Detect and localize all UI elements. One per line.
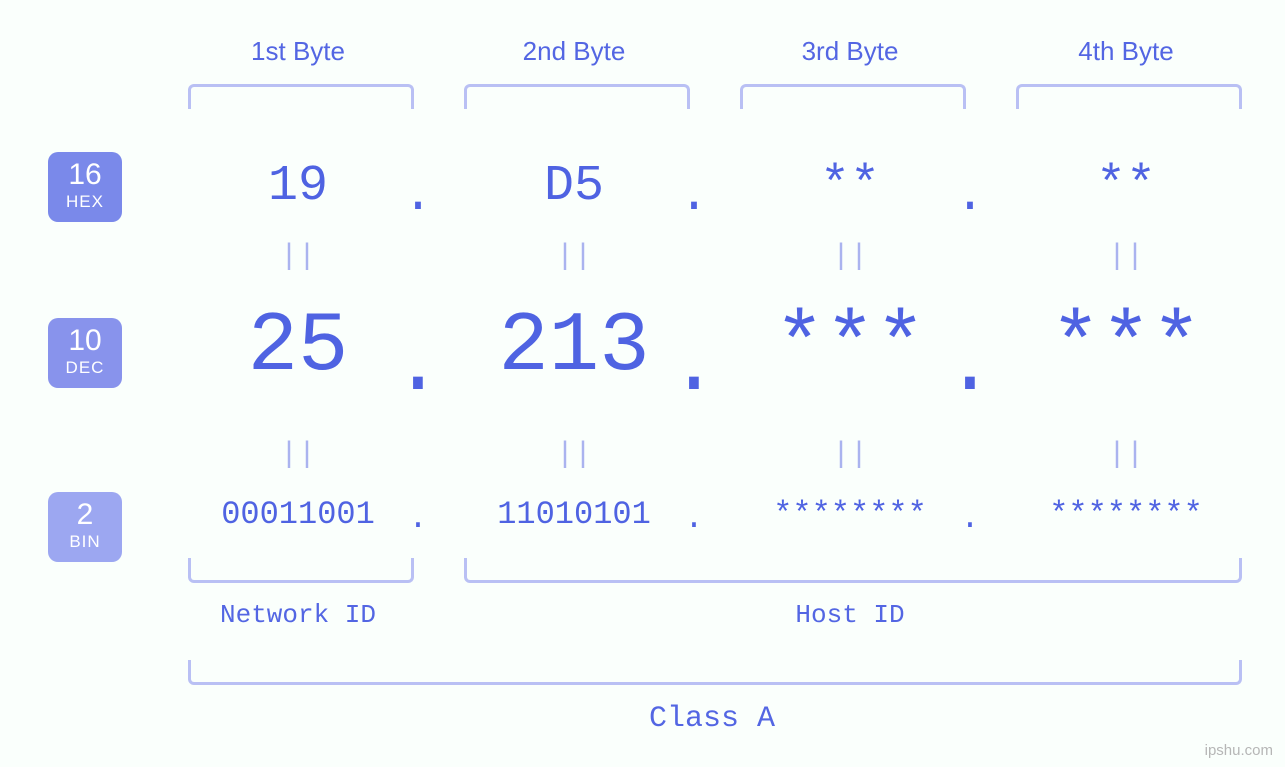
hex-byte-2: D5 (456, 158, 692, 215)
label-class: Class A (180, 702, 1244, 736)
bin-byte-2: 11010101 (456, 496, 692, 533)
dec-byte-1: 25 (180, 300, 416, 395)
bracket-host-id (464, 558, 1242, 583)
eq-dec-bin-4: || (1008, 438, 1244, 472)
bin-dot-3: . (954, 500, 986, 537)
bracket-network-id (188, 558, 414, 583)
bracket-byte-1 (188, 84, 414, 109)
badge-bin-name: BIN (48, 532, 122, 552)
bracket-byte-4 (1016, 84, 1242, 109)
bin-dot-2: . (678, 500, 710, 537)
byte-label-2: 2nd Byte (456, 36, 692, 67)
bracket-byte-2 (464, 84, 690, 109)
badge-hex-name: HEX (48, 192, 122, 212)
dec-byte-3: *** (732, 300, 968, 395)
hex-dot-2: . (674, 168, 714, 225)
badge-dec-name: DEC (48, 358, 122, 378)
dec-dot-2: . (666, 320, 722, 415)
dec-dot-1: . (390, 320, 446, 415)
hex-dot-1: . (398, 168, 438, 225)
bracket-byte-3 (740, 84, 966, 109)
bracket-class (188, 660, 1242, 685)
eq-dec-bin-3: || (732, 438, 968, 472)
hex-byte-1: 19 (180, 158, 416, 215)
hex-dot-3: . (950, 168, 990, 225)
byte-label-4: 4th Byte (1008, 36, 1244, 67)
badge-dec-base: 10 (48, 326, 122, 356)
dec-byte-2: 213 (456, 300, 692, 395)
eq-hex-dec-3: || (732, 240, 968, 274)
byte-label-1: 1st Byte (180, 36, 416, 67)
badge-dec: 10 DEC (48, 318, 122, 388)
bin-byte-3: ******** (732, 496, 968, 533)
watermark: ipshu.com (1205, 742, 1273, 759)
byte-label-3: 3rd Byte (732, 36, 968, 67)
hex-byte-4: ** (1008, 158, 1244, 215)
eq-dec-bin-1: || (180, 438, 416, 472)
eq-hex-dec-4: || (1008, 240, 1244, 274)
eq-hex-dec-1: || (180, 240, 416, 274)
badge-bin-base: 2 (48, 500, 122, 530)
badge-bin: 2 BIN (48, 492, 122, 562)
dec-byte-4: *** (1008, 300, 1244, 395)
eq-hex-dec-2: || (456, 240, 692, 274)
bin-dot-1: . (402, 500, 434, 537)
ip-breakdown-diagram: 1st Byte 2nd Byte 3rd Byte 4th Byte 16 H… (0, 0, 1285, 767)
label-network-id: Network ID (180, 600, 416, 630)
label-host-id: Host ID (456, 600, 1244, 630)
dec-dot-3: . (942, 320, 998, 415)
eq-dec-bin-2: || (456, 438, 692, 472)
bin-byte-4: ******** (1008, 496, 1244, 533)
hex-byte-3: ** (732, 158, 968, 215)
badge-hex: 16 HEX (48, 152, 122, 222)
badge-hex-base: 16 (48, 160, 122, 190)
bin-byte-1: 00011001 (180, 496, 416, 533)
